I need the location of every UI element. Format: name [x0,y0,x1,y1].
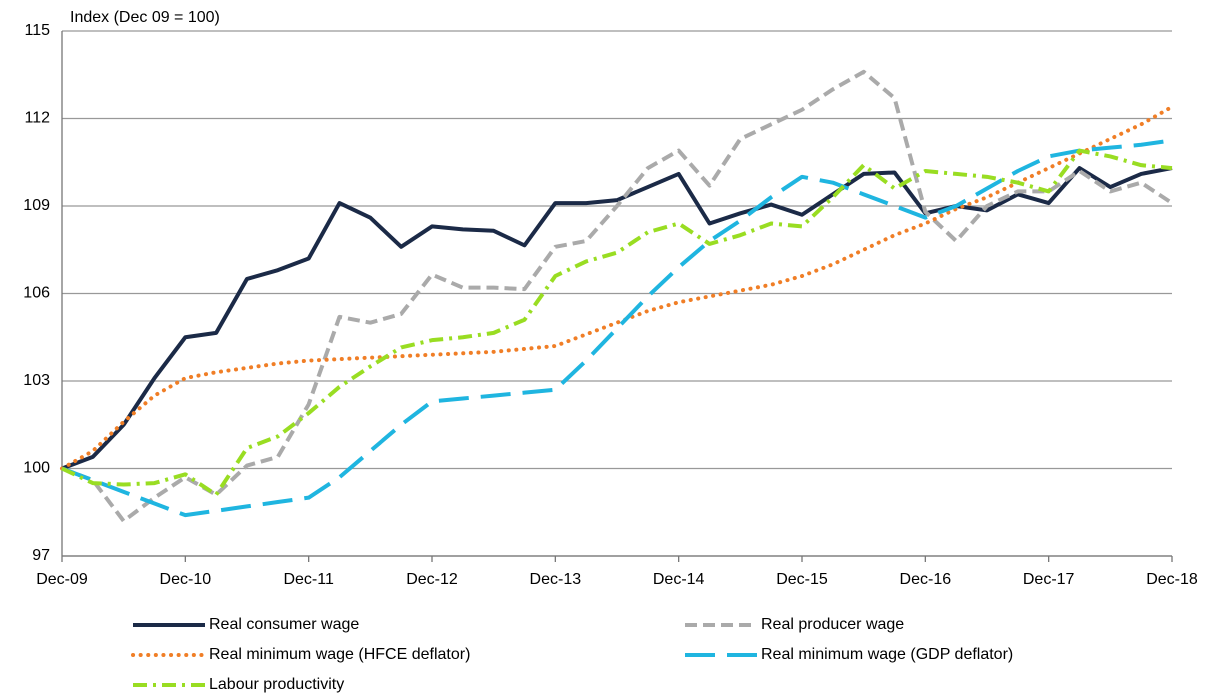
x-tick-label: Dec-09 [36,571,88,588]
y-axis-label: Index (Dec 09 = 100) [70,9,220,26]
y-tick-label: 115 [24,22,50,39]
y-tick-label: 100 [23,460,50,477]
legend-label: Real minimum wage (GDP deflator) [761,646,1013,663]
legend-label: Real consumer wage [209,616,359,633]
series-line [60,104,1174,471]
x-tick-label: Dec-13 [530,571,582,588]
y-tick-label: 97 [32,547,50,564]
x-tick-label: Dec-16 [900,571,952,588]
series-line [61,138,1173,518]
y-tick-label: 103 [23,372,50,389]
y-tick-label: 109 [23,197,50,214]
x-tick-label: Dec-11 [283,571,333,588]
x-tick-label: Dec-14 [653,571,705,588]
y-tick-label: 112 [24,110,50,127]
y-tick-label: 106 [23,285,50,302]
x-tick-label: Dec-17 [1023,571,1075,588]
legend-label: Real producer wage [761,616,904,633]
series-line [61,166,1173,471]
x-tick-label: Dec-15 [776,571,828,588]
x-tick-label: Dec-18 [1146,571,1198,588]
series-line [61,148,1173,497]
series-line [61,69,1174,523]
x-tick-label: Dec-10 [160,571,212,588]
x-tick-label: Dec-12 [406,571,458,588]
legend-label: Real minimum wage (HFCE deflator) [209,646,470,663]
legend-label: Labour productivity [209,676,344,693]
